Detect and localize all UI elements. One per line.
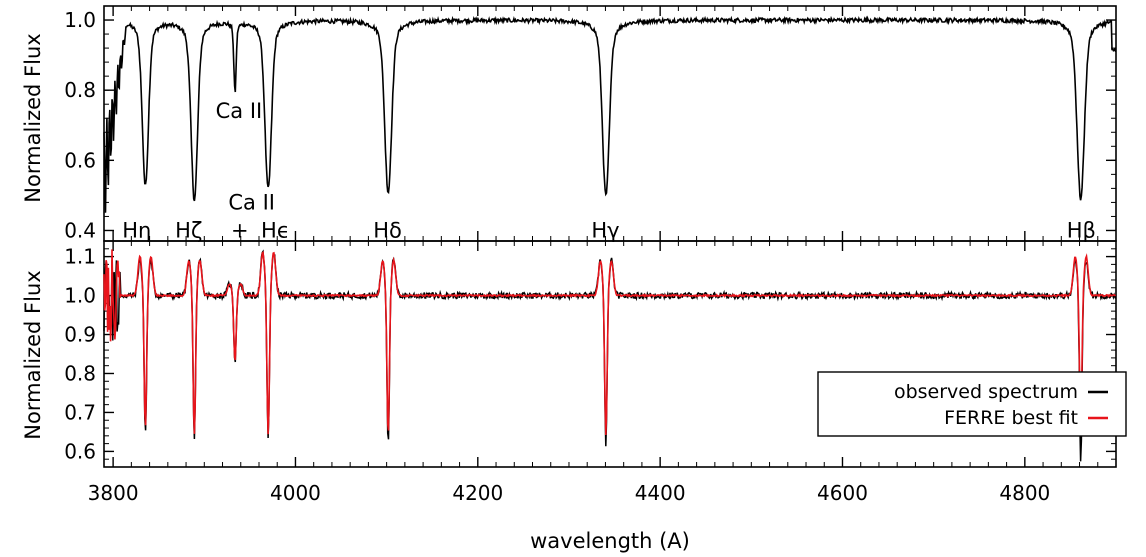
line-annotation: +: [231, 218, 249, 242]
bottom-y-tick-label: 1.1: [64, 245, 96, 269]
top-y-tick-label: 0.6: [64, 148, 96, 172]
bottom-y-tick-labels: 0.6 0.7 0.8 0.9 1.0 1.1: [64, 245, 96, 464]
legend-label-ferre: FERRE best fit: [944, 407, 1078, 429]
top-panel: Hη Hζ + Hϵ Ca II Ca II Hδ Hγ Hβ 0.4 0.6 0.8 1.0 Nor…: [21, 5, 1117, 242]
top-spectrum-line: [103, 15, 1117, 213]
ferre-fit-line: [103, 249, 1116, 436]
x-tick-label: 4400: [635, 481, 686, 505]
line-annotation: Hϵ: [261, 218, 290, 242]
bottom-y-tick-label: 0.6: [64, 439, 96, 463]
bottom-y-axis-label: Normalized Flux: [21, 270, 45, 439]
top-y-tick-label: 0.8: [64, 78, 96, 102]
top-annotations: Hη Hζ + Hϵ Ca II Ca II Hδ Hγ Hβ: [122, 99, 1096, 242]
line-annotation: Hη: [122, 218, 151, 242]
bottom-y-tick-label: 1.0: [64, 284, 96, 308]
x-axis-label: wavelength (A): [530, 529, 690, 553]
top-y-tick-label: 0.4: [64, 218, 96, 242]
x-tick-labels: 3800 4000 4200 4400 4600 4800: [88, 481, 1051, 505]
top-series-layer: [103, 15, 1117, 213]
legend-box: [817, 371, 1127, 437]
top-axis-ticks: [104, 6, 1117, 241]
bottom-y-tick-label: 0.9: [64, 323, 96, 347]
top-y-tick-label: 1.0: [64, 8, 96, 32]
legend: observed spectrum FERRE best fit: [817, 371, 1127, 437]
bottom-y-tick-label: 0.8: [64, 361, 96, 385]
x-tick-label: 4600: [817, 481, 868, 505]
top-y-axis-label: Normalized Flux: [21, 33, 45, 202]
line-annotation: Hζ: [175, 218, 202, 242]
bottom-panel: 0.6 0.7 0.8 0.9 1.0 1.1 3800 4000 4200 4400 4600 4…: [21, 240, 1127, 553]
line-annotation: Ca II: [228, 190, 275, 214]
x-tick-label: 4200: [452, 481, 503, 505]
bottom-panel-frame: [103, 240, 1117, 468]
line-annotation: Hγ: [591, 218, 619, 242]
bottom-y-tick-label: 0.7: [64, 400, 96, 424]
top-y-tick-labels: 0.4 0.6 0.8 1.0: [64, 8, 96, 242]
line-annotation: Ca II: [216, 99, 263, 123]
x-tick-label: 4800: [999, 481, 1050, 505]
x-tick-label: 4000: [270, 481, 321, 505]
line-annotation: Hδ: [373, 218, 402, 242]
legend-label-observed: observed spectrum: [894, 381, 1078, 403]
line-annotation: Hβ: [1067, 218, 1096, 242]
x-tick-label: 3800: [88, 481, 139, 505]
bottom-series-layer: [103, 249, 1117, 462]
